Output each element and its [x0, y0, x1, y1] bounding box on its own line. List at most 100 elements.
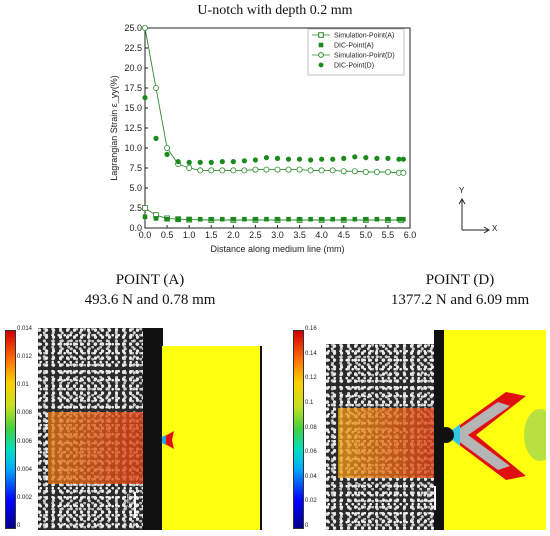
data-point: [186, 216, 192, 222]
y-tick-label: 17.5: [124, 83, 142, 93]
notch-plume-d: [438, 392, 546, 480]
legend-label: Simulation-Point(D): [334, 53, 395, 60]
panel-a-heading: POINT (A) 493.6 N and 0.78 mm: [40, 270, 260, 310]
data-point: [219, 216, 225, 222]
data-point: [341, 155, 347, 161]
colorbar-tick-label: 0.16: [305, 326, 317, 332]
colorbar-tick-label: 0.02: [305, 498, 317, 505]
panel-a-title: POINT (A): [115, 272, 185, 288]
data-point: [142, 95, 148, 101]
chart-title: U-notch with depth 0.2 mm: [197, 3, 353, 18]
y-tick-label: 0.0: [129, 223, 142, 233]
data-point: [330, 156, 336, 162]
colorbar-a: [5, 330, 16, 529]
scale-label-a: 2 mm: [126, 493, 133, 509]
data-point: [175, 159, 181, 165]
data-point: [141, 24, 148, 31]
legend-label: DIC-Point(A): [334, 43, 374, 50]
y-axis-indicator: Y: [459, 186, 465, 195]
strain-map-a: 2 mm: [38, 320, 266, 530]
data-point: [263, 166, 270, 173]
colorbar-tick-label: 0.006: [17, 438, 33, 445]
x-tick-label: 1.5: [205, 230, 218, 240]
data-point: [153, 85, 160, 92]
x-tick-label: 2.5: [249, 230, 262, 240]
data-point: [329, 167, 336, 174]
data-point: [307, 167, 314, 174]
data-point: [252, 166, 259, 173]
data-point: [308, 157, 314, 163]
data-point: [374, 155, 380, 161]
data-point: [264, 216, 269, 222]
data-point: [296, 156, 303, 162]
data-point: [319, 216, 324, 222]
series-simulation-point-d-: [141, 24, 407, 176]
data-point: [352, 154, 358, 160]
data-point: [385, 216, 391, 222]
colorbar-tick-label: 0.14: [305, 350, 317, 357]
colorbar-tick-label: 0.06: [305, 449, 317, 456]
data-point: [164, 151, 170, 157]
data-point: [231, 216, 236, 222]
colorbar-tick-label: 0.004: [17, 466, 33, 473]
data-point: [208, 159, 214, 165]
panel-d-title: POINT (D): [425, 272, 495, 288]
panel-d-heading: POINT (D) 1377.2 N and 6.09 mm: [350, 270, 550, 310]
legend-marker: [318, 32, 324, 38]
x-tick-label: 2.0: [227, 230, 240, 240]
data-point: [253, 216, 258, 222]
data-point: [385, 155, 391, 161]
strain-chart: 0.0 0.5 1.0 1.5 2.0 2.5 3.0 3.5 4.0 4.5 5.0 5.5 6.0 0…: [109, 23, 416, 254]
legend-label: DIC-Point(D): [334, 63, 374, 70]
data-point: [142, 214, 148, 220]
x-axis-indicator: X: [492, 224, 498, 233]
plot-frame: 0.0 0.5 1.0 1.5 2.0 2.5 3.0 3.5 4.0 4.5 5.0 5.5 6.0 0…: [124, 23, 416, 240]
data-point: [401, 216, 406, 222]
data-point: [175, 216, 181, 222]
data-point: [197, 216, 203, 222]
data-point: [297, 216, 302, 222]
colorbar-d: [293, 330, 304, 529]
field-edge-a: [260, 346, 262, 530]
data-point: [153, 216, 159, 221]
data-point: [330, 216, 336, 222]
data-point: [285, 166, 292, 173]
legend-label: Simulation-Point(A): [334, 33, 394, 40]
data-point: [341, 216, 347, 222]
data-point: [208, 216, 214, 222]
x-tick-label: 5.5: [382, 230, 395, 240]
data-point: [230, 167, 237, 174]
data-point: [275, 216, 280, 222]
data-point: [286, 216, 291, 222]
y-tick-label: 5.0: [129, 183, 142, 193]
data-point: [318, 167, 325, 174]
data-point: [352, 216, 358, 222]
data-point: [384, 168, 391, 175]
legend-marker: [318, 62, 324, 68]
colorbar-tick-label: 0.014: [17, 326, 33, 332]
panel-d-subtitle: 1377.2 N and 6.09 mm: [390, 292, 530, 308]
y-tick-label: 22.5: [124, 43, 142, 53]
y-tick-label: 7.5: [129, 163, 142, 173]
x-tick-label: 0.5: [161, 230, 174, 240]
colorbar-tick-label: 0.1: [305, 399, 314, 406]
data-point: [164, 216, 170, 222]
y-tick-label: 2.5: [129, 203, 142, 213]
x-tick-label: 3.5: [293, 230, 306, 240]
data-point: [285, 156, 292, 162]
data-point: [351, 168, 358, 175]
colorbar-tick-label: 0.012: [17, 354, 33, 361]
data-point: [230, 159, 236, 165]
data-point: [186, 159, 192, 165]
data-point: [373, 168, 380, 175]
colorbar-tick-label: 0.002: [17, 494, 33, 501]
scale-bar-a: [134, 492, 136, 518]
data-point: [274, 166, 281, 173]
data-point: [396, 216, 402, 222]
colorbar-tick-label: 0.12: [305, 375, 317, 382]
data-point: [263, 155, 270, 161]
legend-marker: [318, 42, 324, 48]
data-point: [186, 164, 193, 171]
legend-box: [307, 28, 405, 76]
data-point: [164, 144, 171, 151]
